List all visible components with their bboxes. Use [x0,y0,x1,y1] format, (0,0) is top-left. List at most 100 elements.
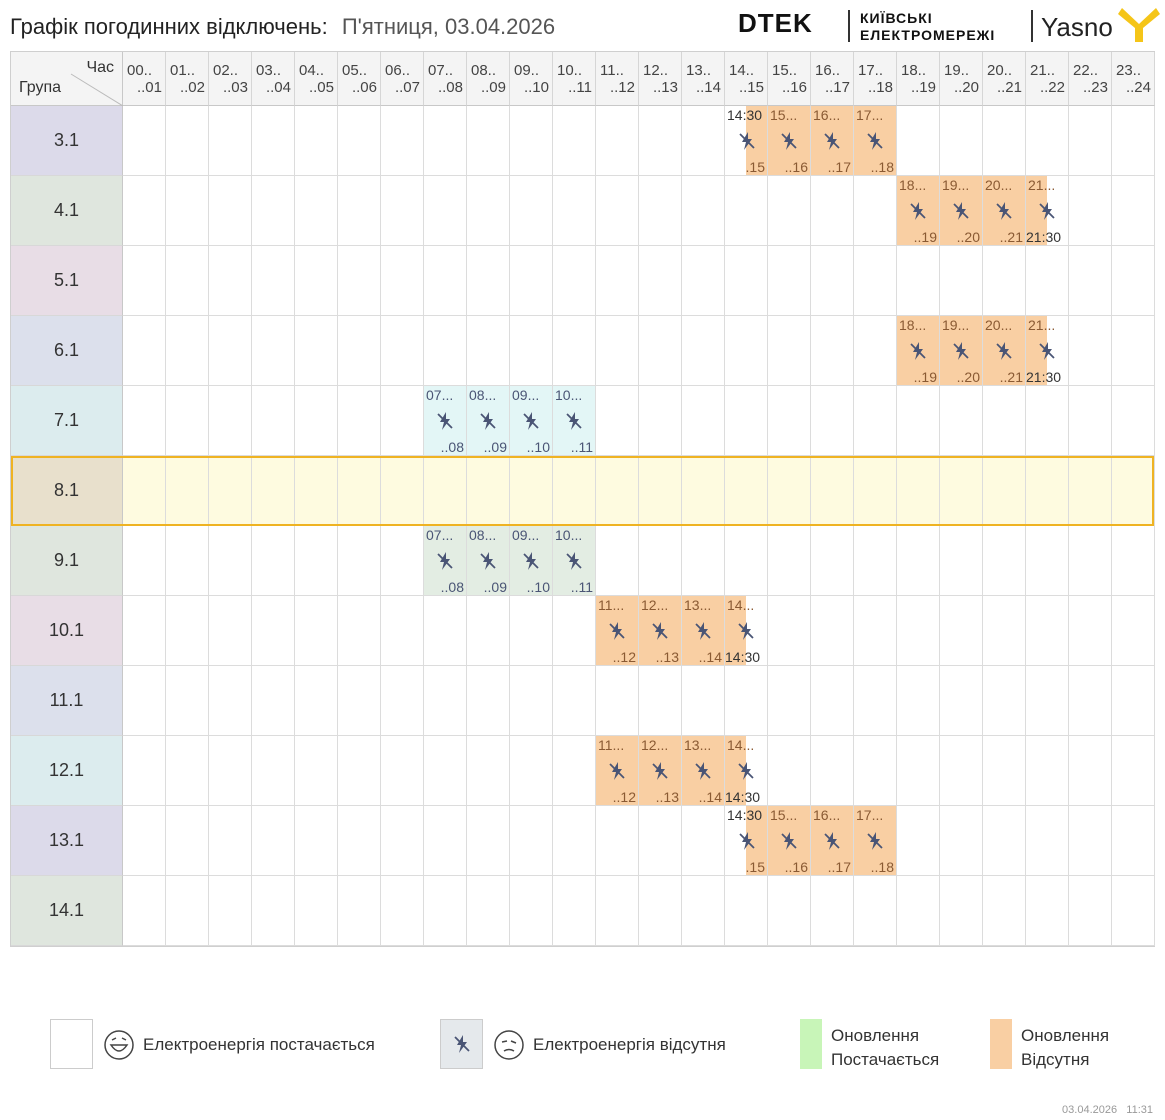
hour-cell [295,176,338,246]
hour-start: 12.. [643,62,669,79]
hour-cell [983,176,1026,246]
title-date: П'ятниця, 03.04.2026 [341,14,556,39]
outage-cell: 16... ..17 [811,806,853,875]
hour-cell [166,596,209,666]
hour-cell [381,386,424,456]
hour-cell [897,176,940,246]
hour-cell [811,596,854,666]
hour-cell [252,106,295,176]
hour-cell [1026,806,1069,876]
hour-cell [596,876,639,946]
no-power-icon [521,551,541,571]
hour-cell [252,456,295,526]
hour-cell [682,596,725,666]
outage-end: ..11 [570,439,593,455]
hour-header: 08.. ..09 [467,52,510,106]
hour-end: ..15 [738,79,764,96]
hour-cell [123,876,166,946]
hour-start: 11.. [600,62,624,79]
group-row: 12.1 11... ..12 12... ..13 13... ..14 14... 14:3… [11,736,1155,806]
hour-cell [424,526,467,596]
hour-cell [338,736,381,806]
outage-cell: 14... 14:30 [725,736,760,805]
group-row: 4.1 18... ..19 19... ..20 20... ..21 21... 21:30 [11,176,1155,246]
hour-cell [123,386,166,456]
group-row: 10.1 11... ..12 12... ..13 13... ..14 14... 14:3… [11,596,1155,666]
legend-update-on-line1: Оновлення [831,1026,920,1045]
group-label: 9.1 [11,526,123,596]
hour-end: ..23 [1082,79,1108,96]
outage-start: 13... [684,597,712,613]
hour-header: 22.. ..23 [1069,52,1112,106]
hour-cell [940,666,983,736]
hour-cell [940,456,983,526]
hour-cell [338,106,381,176]
outage-start: 20... [985,177,1013,193]
hour-cell [381,456,424,526]
hour-cell [424,386,467,456]
hour-cell [209,736,252,806]
legend-power-off-swatch [440,1019,483,1069]
hour-cell [811,666,854,736]
hour-cell [381,806,424,876]
hour-cell [381,316,424,386]
hour-cell [295,456,338,526]
hour-cell [596,246,639,316]
hour-cell [1026,316,1069,386]
hour-cell [553,876,596,946]
hour-cell [897,246,940,316]
hour-end: ..12 [609,79,635,96]
hour-cell [725,876,768,946]
hour-cell [1026,736,1069,806]
hour-cell [854,736,897,806]
outage-end: ..17 [827,159,851,175]
outage-cell: 15... ..16 [768,106,810,175]
outage-end: ..08 [440,579,464,595]
hour-cell [295,526,338,596]
hour-cell [940,316,983,386]
hour-cell [424,246,467,316]
outage-start: 12... [641,737,669,753]
hour-cell [1026,176,1069,246]
group-row: 9.1 07... ..08 08... ..09 09... ..10 10... ..11 [11,526,1155,596]
hour-cell [1026,666,1069,736]
hour-cell [725,456,768,526]
outage-end: ..12 [612,789,636,805]
hour-cell [1112,106,1155,176]
legend-update-off-line1: Оновлення [1021,1026,1110,1045]
hour-cell [811,876,854,946]
hour-cell [209,526,252,596]
hour-cell [682,736,725,806]
hour-cell [381,596,424,666]
hour-cell [467,106,510,176]
legend-update-on-label: Оновлення Постачається [831,1024,939,1072]
yasno-logo: Yasno [1041,12,1113,43]
hour-cell [811,806,854,876]
hour-cell [209,456,252,526]
outage-cell: 21... 21:30 [1026,316,1061,385]
legend-update-on-swatch [800,1019,822,1069]
outage-start: 21... [1028,317,1056,333]
no-power-icon [607,761,627,781]
hour-cell [596,316,639,386]
hour-cell [381,106,424,176]
hour-cell [381,246,424,316]
hour-cell [510,316,553,386]
hour-start: 15.. [772,62,798,79]
outage-cell: 14:30 .15 [727,806,767,875]
no-power-icon [650,621,670,641]
hour-cell [1112,526,1155,596]
no-power-icon [1037,201,1057,221]
dtek-logo-text: DTEK [738,8,813,38]
no-power-icon [454,1035,470,1053]
hour-cell [467,456,510,526]
hour-cell [424,806,467,876]
hour-end: ..24 [1125,79,1151,96]
hour-cell [295,596,338,666]
group-row: 7.1 07... ..08 08... ..09 09... ..10 10... ..11 [11,386,1155,456]
hour-cell [854,596,897,666]
outage-start: 16... [813,107,841,123]
hour-cell [768,596,811,666]
hour-cell [1069,316,1112,386]
hour-cell [1026,876,1069,946]
